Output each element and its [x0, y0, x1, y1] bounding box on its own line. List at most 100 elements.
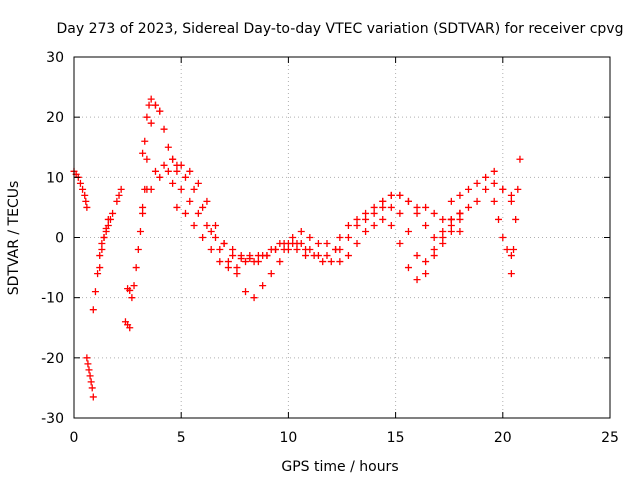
data-point	[76, 179, 84, 187]
x-tick-label: 20	[494, 430, 512, 446]
data-point	[207, 227, 215, 235]
data-point	[362, 215, 370, 223]
y-tick-label: 10	[46, 170, 64, 186]
data-point	[422, 258, 430, 266]
data-point	[156, 173, 164, 181]
data-point	[387, 203, 395, 211]
chart-points	[70, 95, 524, 401]
data-point	[413, 209, 421, 217]
data-point	[362, 209, 370, 217]
data-point	[237, 252, 245, 260]
data-point	[344, 221, 352, 229]
y-tick-label: 20	[46, 110, 64, 126]
data-point	[84, 360, 92, 368]
data-point	[464, 185, 472, 193]
y-tick-label: -10	[41, 291, 64, 307]
data-point	[482, 173, 490, 181]
data-point	[447, 215, 455, 223]
data-point	[516, 155, 524, 163]
data-point	[276, 240, 284, 248]
data-point	[242, 288, 250, 296]
series-arc-early-d	[96, 215, 112, 272]
data-point	[216, 246, 224, 254]
data-point	[96, 252, 104, 260]
y-tick-label: 30	[46, 50, 64, 66]
data-point	[147, 95, 155, 103]
data-point	[194, 179, 202, 187]
data-point	[314, 252, 322, 260]
data-point	[439, 227, 447, 235]
series-arc-late-b	[447, 179, 515, 223]
chart-title: Day 273 of 2023, Sidereal Day-to-day VTE…	[57, 21, 624, 37]
data-point	[336, 258, 344, 266]
data-point	[139, 149, 147, 157]
data-point	[430, 234, 438, 241]
data-point	[151, 167, 159, 175]
series-arc-late-c	[490, 197, 515, 260]
data-point	[362, 227, 370, 235]
data-point	[246, 252, 254, 260]
data-point	[353, 221, 361, 229]
data-point	[139, 203, 147, 211]
data-point	[297, 227, 305, 235]
data-point	[490, 197, 498, 205]
data-point	[439, 234, 447, 241]
data-point	[89, 393, 97, 401]
data-point	[126, 286, 134, 294]
data-point	[229, 246, 237, 254]
data-point	[353, 240, 361, 248]
data-point	[145, 101, 153, 109]
x-tick-label: 15	[387, 430, 405, 446]
data-point	[141, 137, 149, 145]
data-point	[102, 224, 110, 232]
data-point	[250, 258, 258, 266]
data-point	[404, 227, 412, 235]
data-point	[503, 246, 511, 254]
data-point	[439, 215, 447, 223]
data-point	[456, 209, 464, 217]
data-point	[259, 252, 267, 260]
data-point	[396, 209, 404, 217]
data-point	[82, 197, 90, 205]
data-point	[430, 246, 438, 254]
x-tick-label: 5	[177, 430, 186, 446]
data-point	[212, 234, 220, 241]
series-arc-early-e	[113, 185, 125, 205]
series-arc-peak-b	[139, 95, 164, 157]
series-arc-late-d	[507, 155, 524, 278]
data-point	[447, 197, 455, 205]
data-point	[280, 246, 288, 254]
data-point	[177, 161, 185, 169]
data-point	[430, 209, 438, 217]
data-point	[456, 215, 464, 223]
data-point	[336, 234, 344, 241]
data-point	[160, 161, 168, 169]
data-point	[203, 221, 211, 229]
data-point	[87, 378, 95, 386]
data-point	[473, 179, 481, 187]
data-point	[113, 197, 121, 205]
series-arc-main-c	[169, 179, 340, 260]
data-point	[85, 366, 93, 374]
data-point	[507, 191, 515, 199]
data-point	[387, 191, 395, 199]
data-point	[344, 234, 352, 241]
data-point	[96, 264, 104, 272]
data-point	[306, 246, 314, 254]
data-point	[132, 264, 140, 272]
data-point	[284, 240, 292, 248]
data-point	[514, 185, 522, 193]
data-point	[229, 252, 237, 260]
series-arc-main-d	[173, 203, 310, 272]
data-point	[169, 155, 177, 163]
data-point	[181, 173, 189, 181]
data-point	[173, 167, 181, 175]
series-arc-early-b	[83, 354, 97, 401]
data-point	[499, 234, 507, 241]
series-arc-main-a	[139, 167, 335, 302]
y-tick-label: 0	[55, 231, 64, 247]
data-point	[233, 264, 241, 272]
data-point	[512, 215, 520, 223]
data-point	[86, 372, 94, 380]
data-point	[314, 240, 322, 248]
